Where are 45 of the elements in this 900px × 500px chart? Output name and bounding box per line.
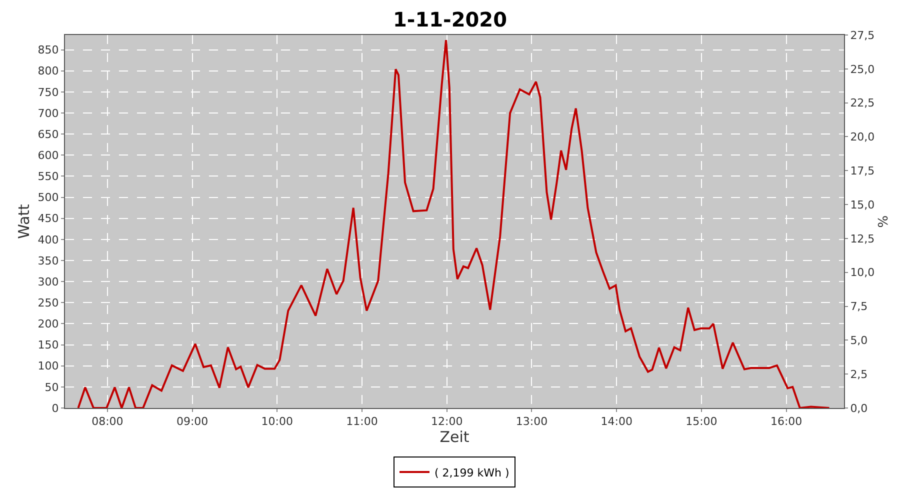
y-tick-label: 800 xyxy=(38,64,59,78)
y-tick-label: 550 xyxy=(38,170,59,184)
y2-tick-label: 20,0 xyxy=(850,130,875,144)
y2-tick-label: 7,5 xyxy=(850,300,868,314)
x-tick-label: 10:00 xyxy=(261,415,293,428)
y-tick-label: 300 xyxy=(38,275,59,288)
x-tick-label: 08:00 xyxy=(92,415,124,428)
y2-tick-label: 0,0 xyxy=(850,402,868,415)
y2-tick-label: 12,5 xyxy=(850,232,875,246)
x-tick-label: 09:00 xyxy=(176,415,208,428)
x-axis-title: Zeit xyxy=(440,428,470,446)
y2-axis-title: % xyxy=(876,215,892,228)
y2-tick-label: 25,0 xyxy=(850,62,875,76)
y-tick-label: 450 xyxy=(38,212,59,226)
y-tick-label: 150 xyxy=(38,338,59,352)
y-tick-label: 600 xyxy=(38,148,59,162)
y-tick-label: 100 xyxy=(38,360,59,373)
x-tick-label: 16:00 xyxy=(770,415,802,428)
x-tick-label: 15:00 xyxy=(686,415,718,428)
y2-tick-label: 10,0 xyxy=(850,266,875,280)
y2-tick-label: 17,5 xyxy=(850,164,875,178)
legend-label: ( 2,199 kWh ) xyxy=(434,466,510,480)
x-tick-label: 13:00 xyxy=(516,415,548,428)
y-tick-label: 700 xyxy=(38,106,59,120)
y-tick-label: 400 xyxy=(38,233,59,246)
line-series xyxy=(77,39,830,408)
y-tick-label: 250 xyxy=(38,296,59,310)
y-axis-title: Watt xyxy=(15,204,34,239)
y2-tick-label: 2,5 xyxy=(850,368,868,381)
y2-tick-label: 15,0 xyxy=(850,198,875,212)
y-tick-label: 0 xyxy=(52,402,59,415)
y2-tick-label: 22,5 xyxy=(850,96,875,110)
y2-tick-label: 27,5 xyxy=(850,28,875,42)
y-tick-label: 200 xyxy=(38,318,59,331)
y-tick-label: 650 xyxy=(38,128,59,141)
y2-tick-label: 5,0 xyxy=(850,334,868,348)
y-tick-label: 350 xyxy=(38,254,59,268)
y-tick-label: 850 xyxy=(38,44,59,57)
x-tick-label: 11:00 xyxy=(346,415,378,428)
y-tick-label: 50 xyxy=(44,380,59,394)
chart-title: 1-11-2020 xyxy=(392,8,508,32)
y-tick-label: 750 xyxy=(38,86,59,99)
x-tick-label: 14:00 xyxy=(600,415,632,428)
y-tick-label: 500 xyxy=(38,191,59,204)
x-tick-label: 12:00 xyxy=(431,415,463,428)
